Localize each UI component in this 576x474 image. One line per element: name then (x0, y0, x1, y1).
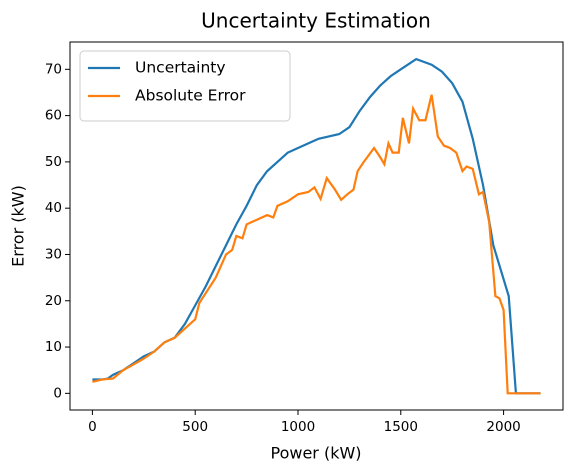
y-tick-label: 10 (45, 339, 62, 355)
x-tick-label: 1000 (281, 419, 315, 435)
x-axis-label: Power (kW) (270, 444, 361, 463)
y-tick-label: 30 (45, 246, 62, 262)
x-tick-label: 500 (182, 419, 208, 435)
x-tick-label: 2000 (486, 419, 520, 435)
y-tick-label: 70 (45, 61, 62, 77)
line-series (92, 94, 541, 395)
x-tick-label: 0 (88, 419, 97, 435)
x-tick-label: 1500 (384, 419, 418, 435)
legend-label: Absolute Error (135, 87, 246, 105)
y-tick-label: 50 (45, 154, 62, 170)
chart-title: Uncertainty Estimation (201, 9, 431, 33)
legend-label: Uncertainty (135, 59, 226, 77)
y-axis-label: Error (kW) (9, 185, 28, 267)
y-tick-label: 60 (45, 108, 62, 124)
y-tick-label: 20 (45, 293, 62, 309)
plot-frame (69, 41, 564, 411)
y-tick-label: 0 (53, 385, 62, 401)
y-tick-label: 40 (45, 200, 62, 216)
legend-box (79, 50, 291, 122)
